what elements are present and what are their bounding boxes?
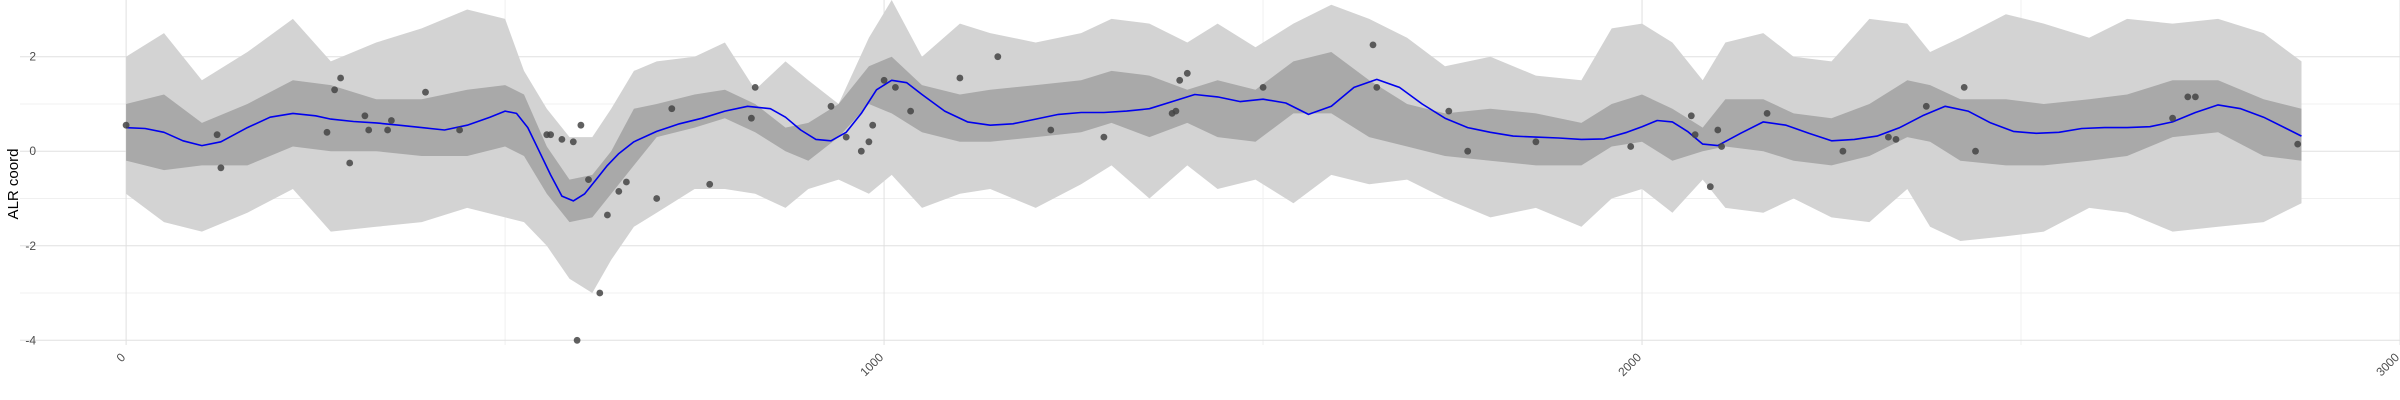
- data-point: [880, 76, 888, 84]
- data-point: [1259, 84, 1267, 91]
- data-point: [337, 74, 344, 82]
- data-point: [577, 121, 585, 129]
- data-point: [1532, 138, 1540, 146]
- data-point: [1714, 126, 1722, 134]
- data-point: [2294, 140, 2302, 148]
- data-point: [346, 159, 354, 167]
- bands: [126, 0, 2302, 293]
- data-point: [213, 131, 221, 139]
- y-tick-label: -2: [25, 239, 36, 253]
- data-point: [2192, 93, 2199, 101]
- data-point: [869, 121, 877, 129]
- data-point: [751, 84, 759, 91]
- data-point: [1464, 147, 1472, 155]
- data-point: [422, 88, 429, 96]
- x-tick-label: 3000: [2373, 350, 2400, 379]
- data-point: [323, 128, 331, 136]
- data-point: [1445, 107, 1453, 115]
- data-point: [573, 336, 581, 344]
- x-tick-label: 2000: [1615, 350, 1644, 379]
- mean-lines: [126, 78, 2302, 202]
- data-point: [842, 133, 850, 141]
- y-tick-label: -4: [25, 333, 36, 347]
- data-point: [365, 126, 373, 134]
- data-point: [857, 147, 865, 155]
- data-point: [331, 86, 338, 94]
- data-point: [361, 112, 369, 120]
- outer-band: [126, 0, 2302, 293]
- data-point: [615, 188, 623, 195]
- data-point: [1839, 147, 1847, 155]
- data-point: [892, 84, 899, 91]
- y-tick-label: 0: [29, 144, 36, 158]
- data-point: [907, 107, 914, 115]
- data-point: [1706, 183, 1714, 191]
- data-point: [1687, 112, 1695, 120]
- data-point: [1885, 133, 1892, 141]
- data-point: [1972, 147, 1979, 155]
- data-point: [827, 102, 835, 110]
- data-point: [1718, 143, 1725, 150]
- x-tick-label: 1000: [857, 350, 886, 379]
- data-point: [217, 164, 225, 172]
- data-point: [1763, 110, 1771, 117]
- data-point: [388, 117, 395, 124]
- x-tick-label: 0: [114, 350, 129, 365]
- data-point: [547, 131, 554, 139]
- data-point: [623, 178, 630, 186]
- data-point: [865, 138, 873, 146]
- data-point: [2169, 114, 2177, 122]
- data-point: [596, 289, 604, 297]
- data-point: [1892, 136, 1900, 143]
- data-point: [604, 211, 611, 219]
- data-point: [1172, 107, 1180, 115]
- data-point: [384, 126, 391, 134]
- data-point: [1183, 69, 1191, 77]
- data-point: [668, 105, 676, 113]
- data-point: [1373, 84, 1381, 91]
- y-axis-title: ALR coord: [5, 149, 22, 220]
- data-point: [956, 74, 964, 82]
- data-point: [1176, 76, 1184, 84]
- data-point: [569, 138, 577, 146]
- data-point: [122, 121, 130, 129]
- y-tick-label: 2: [29, 50, 36, 64]
- data-point: [2184, 93, 2192, 101]
- data-point: [585, 176, 592, 184]
- data-point: [1369, 41, 1377, 49]
- data-points: [122, 41, 2302, 344]
- mean-line: [126, 78, 2302, 202]
- data-point: [994, 53, 1002, 61]
- data-point: [706, 180, 714, 188]
- data-point: [1047, 126, 1055, 134]
- data-point: [1922, 102, 1930, 110]
- data-point: [748, 114, 755, 122]
- data-point: [653, 195, 661, 202]
- data-point: [456, 126, 463, 134]
- data-point: [1960, 84, 1968, 91]
- data-point: [1100, 133, 1108, 141]
- data-point: [1627, 143, 1635, 150]
- data-point: [558, 136, 566, 143]
- data-point: [1691, 131, 1699, 139]
